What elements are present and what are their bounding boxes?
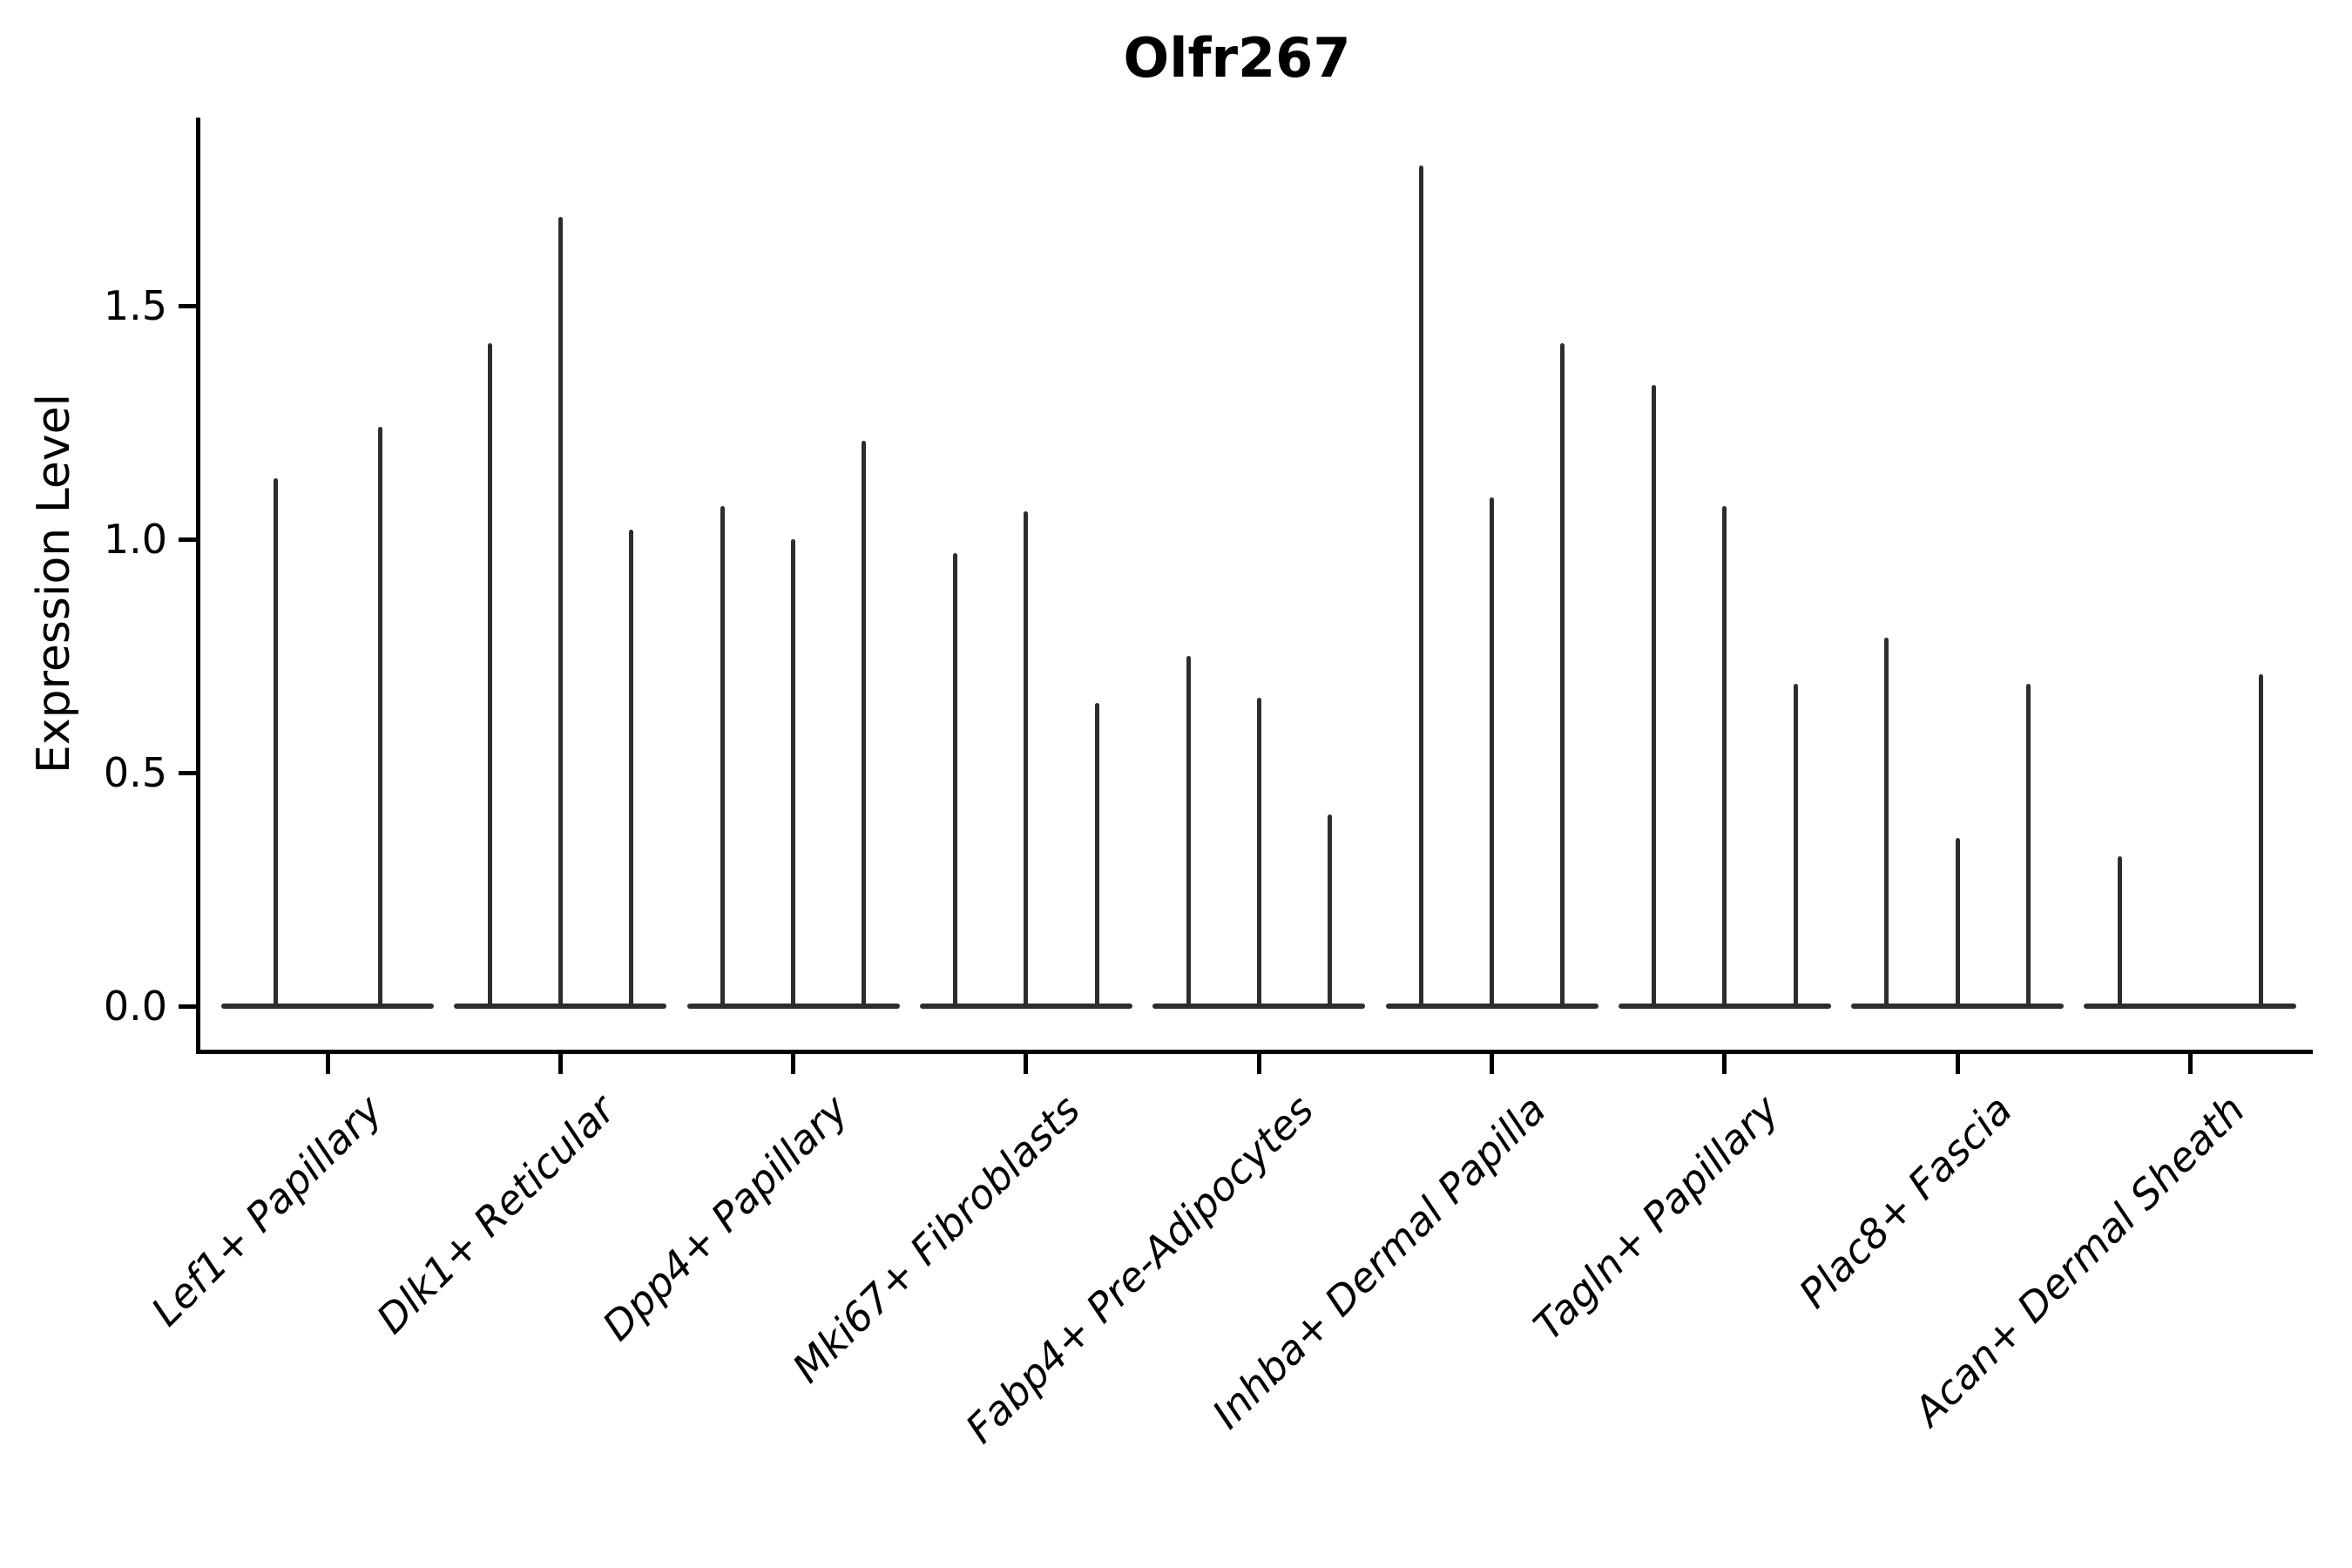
x-tick-mark bbox=[1722, 1050, 1727, 1074]
y-tick-label: 0.5 bbox=[103, 749, 167, 796]
violin-spike bbox=[1094, 702, 1099, 1008]
x-axis-spine bbox=[196, 1050, 2313, 1054]
violin-spike bbox=[1418, 166, 1423, 1008]
violin-spike bbox=[487, 342, 492, 1008]
x-tick-label: Dlk1+ Reticular bbox=[367, 1085, 625, 1343]
violin-spike bbox=[273, 478, 278, 1008]
y-tick-label: 1.0 bbox=[103, 516, 167, 563]
violin-spike bbox=[720, 506, 725, 1008]
x-tick-mark bbox=[558, 1050, 563, 1074]
x-tick-mark bbox=[791, 1050, 796, 1074]
y-axis-label: Expression Level bbox=[28, 393, 80, 774]
violin-spike bbox=[953, 553, 958, 1008]
x-tick-mark bbox=[1490, 1050, 1494, 1074]
violin-spike bbox=[1955, 838, 1960, 1008]
violin-spike bbox=[2025, 684, 2031, 1008]
x-tick-mark bbox=[1955, 1050, 1960, 1074]
violin-spike bbox=[862, 441, 867, 1008]
violin-spike bbox=[1652, 385, 1657, 1008]
chart-title: Olfr267 bbox=[1123, 26, 1351, 90]
y-axis-spine bbox=[196, 118, 200, 1054]
x-tick-mark bbox=[1024, 1050, 1029, 1074]
violin-spike bbox=[1560, 342, 1565, 1008]
violin-baseline bbox=[221, 1004, 434, 1009]
x-tick-label: Dpp4+ Papillary bbox=[592, 1085, 857, 1350]
violin-spike bbox=[2117, 856, 2122, 1008]
y-tick-label: 1.5 bbox=[103, 282, 167, 329]
x-tick-mark bbox=[1256, 1050, 1261, 1074]
y-tick-mark bbox=[179, 537, 200, 542]
violin-spike bbox=[1186, 656, 1191, 1008]
y-tick-label: 0.0 bbox=[103, 983, 167, 1030]
violin-spike bbox=[1256, 698, 1261, 1008]
y-tick-mark bbox=[179, 303, 200, 308]
violin-spike bbox=[629, 530, 633, 1008]
x-tick-mark bbox=[325, 1050, 330, 1074]
violin-spike bbox=[1793, 684, 1798, 1008]
y-tick-mark bbox=[179, 1004, 200, 1009]
violin-spike bbox=[1327, 814, 1332, 1008]
violin-spike bbox=[1490, 497, 1494, 1008]
violin-spike bbox=[377, 427, 382, 1008]
violin-spike bbox=[558, 217, 563, 1008]
x-tick-label: Tagln+ Papillary bbox=[1524, 1085, 1788, 1349]
x-tick-label: Plac8+ Fascia bbox=[1789, 1085, 2021, 1317]
violin-spike bbox=[1722, 506, 1727, 1008]
violin-spike bbox=[1024, 510, 1029, 1008]
x-tick-mark bbox=[2187, 1050, 2193, 1074]
violin-baseline bbox=[2084, 1004, 2297, 1009]
x-tick-label: Lef1+ Papillary bbox=[141, 1085, 391, 1335]
violin-spike bbox=[791, 539, 796, 1008]
violin-spike bbox=[1884, 637, 1889, 1008]
y-tick-mark bbox=[179, 770, 200, 775]
violin-spike bbox=[2259, 674, 2264, 1008]
